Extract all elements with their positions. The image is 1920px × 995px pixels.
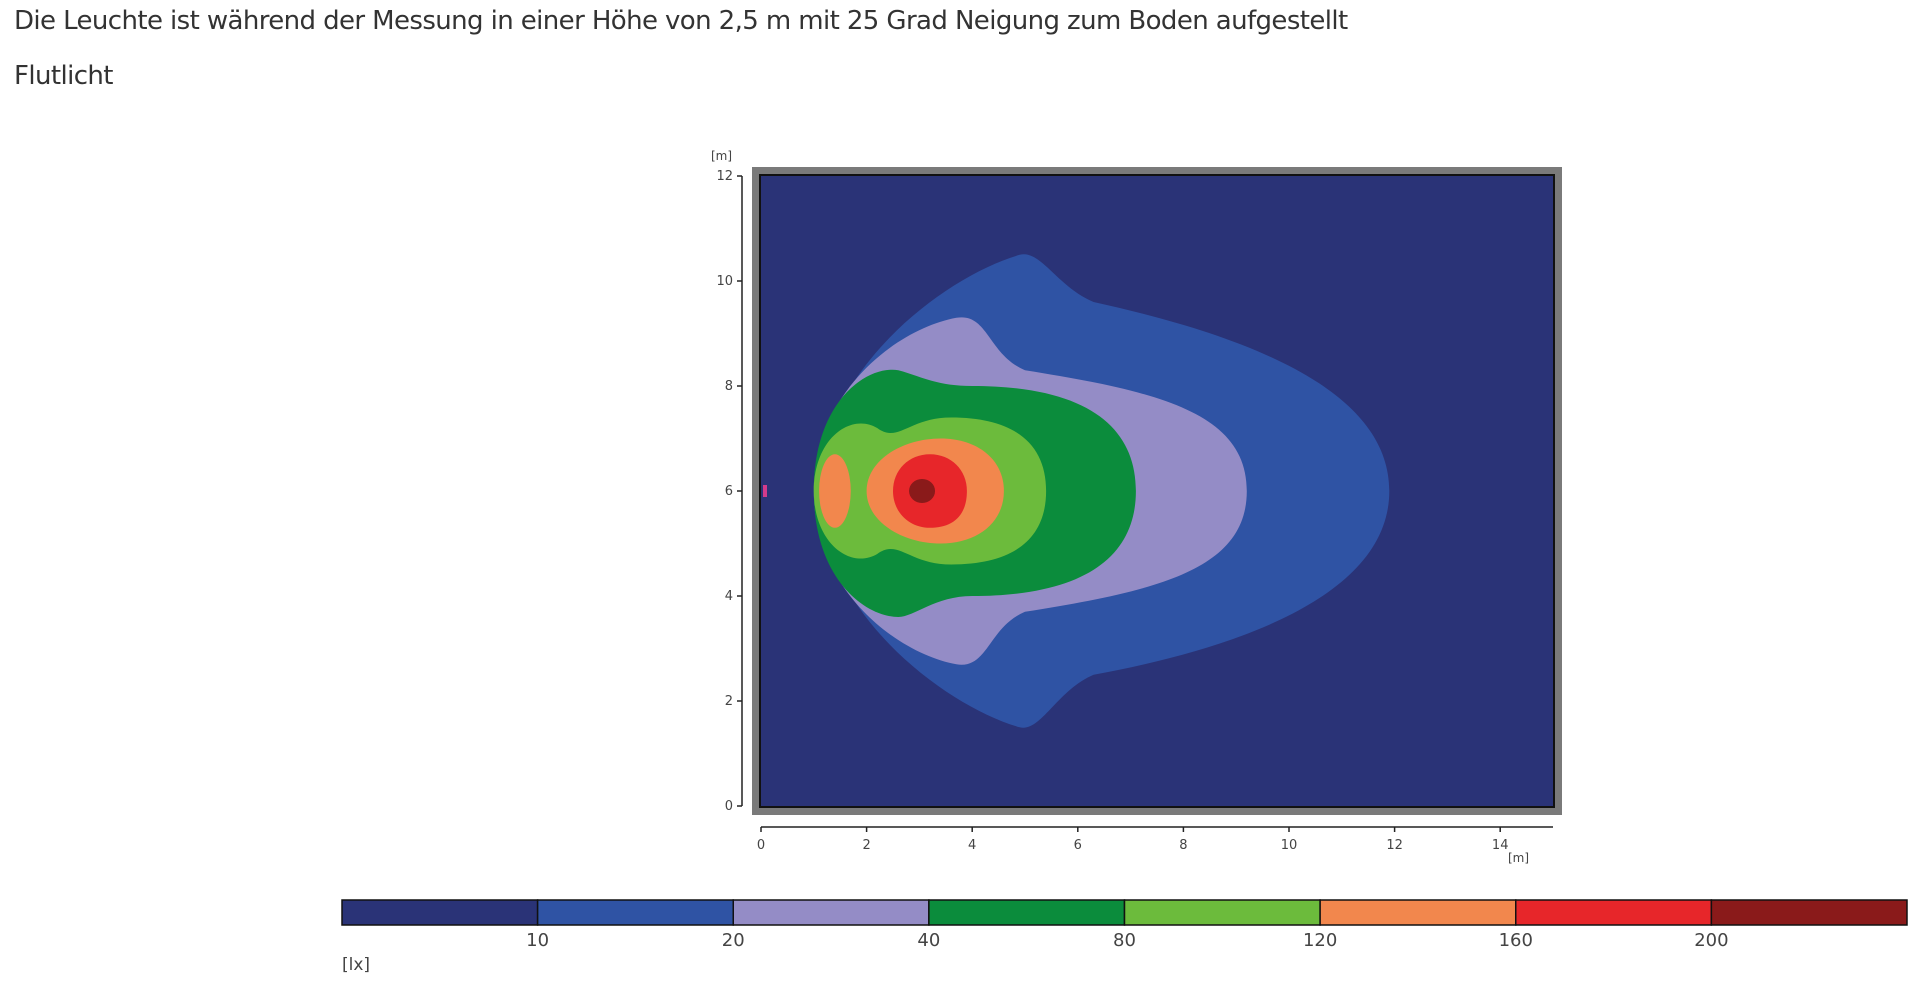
intro-text: Die Leuchte ist während der Messung in e… [14,6,1348,36]
section-title: Flutlicht [14,61,113,91]
colorbar-segment-3 [928,899,1126,926]
y-tick-label-10: 10 [716,274,733,289]
colorbar-label-40: 40 [917,930,940,951]
colorbar-unit: [lx] [342,955,370,975]
colorbar-label-10: 10 [526,930,549,951]
x-tick-label-4: 4 [968,838,976,853]
colorbar-label-120: 120 [1303,930,1337,951]
colorbar-segment-1 [536,899,734,926]
x-tick-label-6: 6 [1074,838,1082,853]
colorbar-segment-0 [341,899,539,926]
x-tick-label-10: 10 [1281,838,1298,853]
colorbar-segment-7 [1710,899,1908,926]
contour-level-7 [909,479,936,503]
y-tick-label-8: 8 [725,379,733,394]
colorbar-label-200: 200 [1694,930,1728,951]
y-tick-label-2: 2 [725,694,733,709]
x-axis-unit: [m] [1508,851,1529,865]
colorbar-segment-5 [1319,899,1517,926]
y-tick-label-0: 0 [725,799,733,814]
contour-level-5-lobe [819,454,851,528]
colorbar-segment-4 [1123,899,1321,926]
x-tick-label-8: 8 [1179,838,1187,853]
y-tick-label-4: 4 [725,589,733,604]
colorbar-label-80: 80 [1113,930,1136,951]
colorbar-segment-6 [1515,899,1713,926]
x-tick-label-12: 12 [1386,838,1403,853]
x-tick-label-2: 2 [862,838,870,853]
y-axis-unit: [m] [711,149,732,163]
x-tick-label-14: 14 [1492,838,1509,853]
colorbar-segment-2 [732,899,930,926]
colorbar-label-160: 160 [1499,930,1533,951]
y-tick-label-6: 6 [725,484,733,499]
x-tick-label-0: 0 [757,838,765,853]
y-tick-label-12: 12 [716,169,733,184]
luminaire-marker [763,485,767,497]
colorbar-label-20: 20 [722,930,745,951]
